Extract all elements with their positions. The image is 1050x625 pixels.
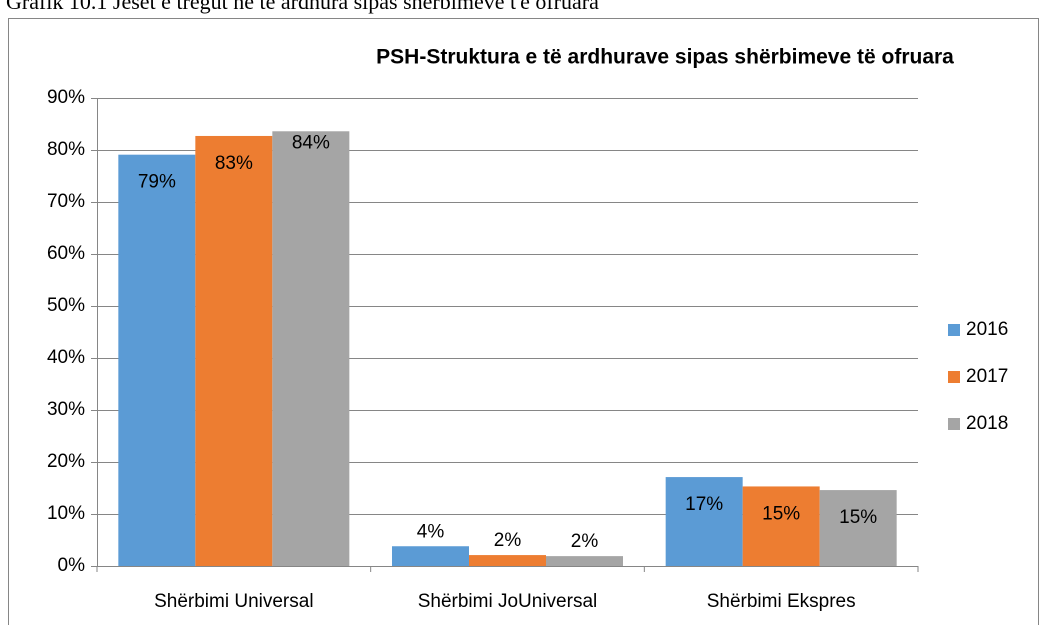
y-tick-label: 90%: [47, 87, 85, 108]
bar: [272, 131, 350, 566]
data-label: 15%: [762, 503, 800, 524]
bar: [469, 555, 546, 566]
bar: [546, 556, 623, 566]
x-tick-label: Shërbimi JoUniversal: [418, 591, 598, 612]
data-label: 2%: [494, 530, 522, 551]
data-label: 2%: [571, 531, 599, 552]
legend-swatch: [948, 418, 960, 430]
legend-label: 2018: [966, 413, 1008, 434]
x-tick-label: Shërbimi Universal: [154, 591, 313, 612]
caption: Grafik 10.1 Jeset e tregut në të ardhura…: [6, 0, 599, 14]
legend-swatch: [948, 371, 960, 383]
y-tick-label: 0%: [58, 555, 86, 576]
data-label: 17%: [685, 494, 723, 515]
data-label: 84%: [292, 132, 330, 153]
chart-title: PSH-Struktura e të ardhurave sipas shërb…: [376, 46, 954, 69]
bar: [195, 135, 273, 566]
bar: [665, 477, 743, 566]
bar: [819, 490, 897, 566]
y-tick-label: 20%: [47, 451, 85, 472]
y-tick-label: 10%: [47, 503, 85, 524]
data-label: 15%: [839, 507, 877, 528]
y-tick-label: 30%: [47, 399, 85, 420]
y-tick-label: 60%: [47, 243, 85, 264]
y-tick-label: 80%: [47, 139, 85, 160]
legend-label: 2016: [966, 319, 1008, 340]
data-label: 83%: [215, 153, 253, 174]
y-tick-label: 70%: [47, 191, 85, 212]
bar: [118, 154, 196, 566]
chart-border: [8, 18, 1039, 625]
data-label: 79%: [138, 172, 176, 193]
y-tick-label: 50%: [47, 295, 85, 316]
bar: [392, 546, 469, 566]
data-label: 4%: [417, 521, 445, 542]
y-tick-label: 40%: [47, 347, 85, 368]
legend-label: 2017: [966, 366, 1008, 387]
legend-swatch: [948, 324, 960, 336]
bar: [742, 486, 820, 566]
x-tick-label: Shërbimi Ekspres: [707, 591, 856, 612]
